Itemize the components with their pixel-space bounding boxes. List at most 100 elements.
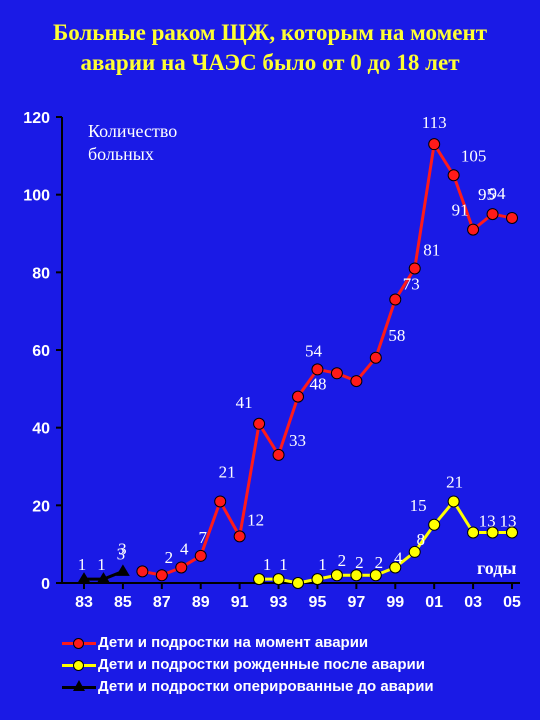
- data-label: 54: [305, 341, 323, 360]
- x-tick-label: 95: [309, 594, 327, 611]
- data-label: 2: [355, 553, 364, 572]
- x-axis-label: годы: [477, 558, 516, 578]
- data-point: [408, 262, 421, 275]
- data-point: [428, 138, 441, 151]
- data-point: [447, 169, 460, 182]
- legend-label: Дети и подростки рожденные после аварии: [98, 656, 425, 673]
- data-point: [389, 293, 402, 306]
- data-label: 3: [118, 539, 127, 558]
- data-label: 94: [489, 184, 507, 203]
- data-label: 33: [289, 431, 306, 450]
- data-point: [369, 569, 382, 582]
- data-point: [311, 363, 324, 376]
- data-point: [467, 223, 480, 236]
- data-label: 13: [479, 512, 496, 531]
- data-point: [467, 526, 480, 539]
- chart-title-line-2: аварии на ЧАЭС было от 0 до 18 лет: [80, 50, 460, 75]
- data-point: [311, 573, 324, 586]
- data-label: 12: [247, 510, 264, 529]
- data-label: 8: [416, 530, 425, 549]
- data-point: [506, 526, 518, 539]
- y-axis-label-line-1: Количество: [88, 121, 177, 141]
- chart-title: Больные раком ЩЖ, которым на момент авар…: [0, 18, 540, 78]
- data-label: 1: [78, 555, 87, 574]
- data-point: [350, 375, 363, 388]
- data-point: [116, 564, 130, 576]
- data-label: 95: [478, 185, 495, 204]
- data-point: [253, 573, 266, 586]
- data-label: 13: [500, 512, 517, 531]
- data-point: [155, 569, 168, 582]
- series-layer: [77, 138, 518, 589]
- y-axis-label-line-2: больных: [88, 144, 154, 164]
- series-line: [259, 498, 512, 585]
- data-label: 105: [461, 146, 487, 165]
- data-point: [175, 561, 188, 574]
- data-point: [350, 569, 363, 582]
- data-point: [506, 211, 518, 224]
- x-tick-label: 97: [347, 594, 365, 611]
- circle-marker-icon: [73, 660, 84, 671]
- data-label: 2: [165, 548, 174, 567]
- data-label: 7: [198, 528, 207, 547]
- y-tick-label: 80: [32, 265, 50, 282]
- data-label: 21: [219, 462, 236, 481]
- data-label: 3: [117, 544, 126, 563]
- data-label: 4: [394, 548, 403, 567]
- triangle-marker-icon: [73, 680, 85, 691]
- x-tick-label: 05: [503, 594, 521, 611]
- y-tick-label: 0: [41, 576, 50, 593]
- data-point: [292, 577, 304, 589]
- y-tick-label: 20: [32, 498, 50, 515]
- x-tick-label: 03: [464, 594, 482, 611]
- data-point: [77, 572, 91, 584]
- data-point: [136, 565, 149, 578]
- data-point: [292, 390, 304, 403]
- data-point: [428, 518, 441, 531]
- data-point: [194, 549, 207, 562]
- data-label: 1: [97, 555, 106, 574]
- legend-label: Дети и подростки на момент аварии: [98, 634, 369, 651]
- data-label: 81: [423, 240, 440, 259]
- x-tick-label: 89: [192, 594, 210, 611]
- y-tick-label: 100: [23, 188, 50, 205]
- x-tick-label: 87: [153, 594, 171, 611]
- data-label: 1: [263, 555, 272, 574]
- data-point: [272, 448, 285, 461]
- legend-label: Дети и подростки оперированные до аварии: [98, 678, 434, 695]
- data-point: [96, 572, 111, 584]
- data-label: 58: [388, 326, 405, 345]
- data-label: 48: [310, 375, 327, 394]
- chart-title-line-1: Больные раком ЩЖ, которым на момент: [52, 20, 487, 45]
- data-point: [330, 367, 343, 380]
- data-label: 4: [180, 539, 189, 558]
- data-label: 1: [318, 555, 327, 574]
- series-2: [77, 564, 130, 584]
- x-tick-label: 01: [425, 594, 443, 611]
- data-point: [330, 569, 343, 582]
- data-point: [214, 495, 227, 508]
- data-label: 41: [236, 393, 253, 412]
- y-tick-label: 40: [32, 421, 50, 438]
- data-label: 2: [375, 553, 384, 572]
- data-point: [486, 208, 499, 221]
- data-point: [253, 417, 266, 430]
- data-label: 21: [446, 472, 463, 491]
- data-label: 73: [403, 275, 420, 294]
- data-point: [447, 495, 460, 508]
- data-point: [369, 351, 382, 364]
- data-label: 113: [422, 113, 447, 132]
- x-tick-label: 99: [386, 594, 404, 611]
- data-point: [389, 561, 402, 574]
- y-tick-label: 120: [23, 110, 50, 127]
- data-point: [486, 526, 499, 539]
- data-point: [233, 530, 246, 543]
- data-label: 91: [452, 201, 469, 220]
- series-0: [136, 138, 518, 582]
- x-tick-label: 85: [114, 594, 132, 611]
- series-1: [253, 495, 518, 589]
- x-tick-label: 91: [231, 594, 249, 611]
